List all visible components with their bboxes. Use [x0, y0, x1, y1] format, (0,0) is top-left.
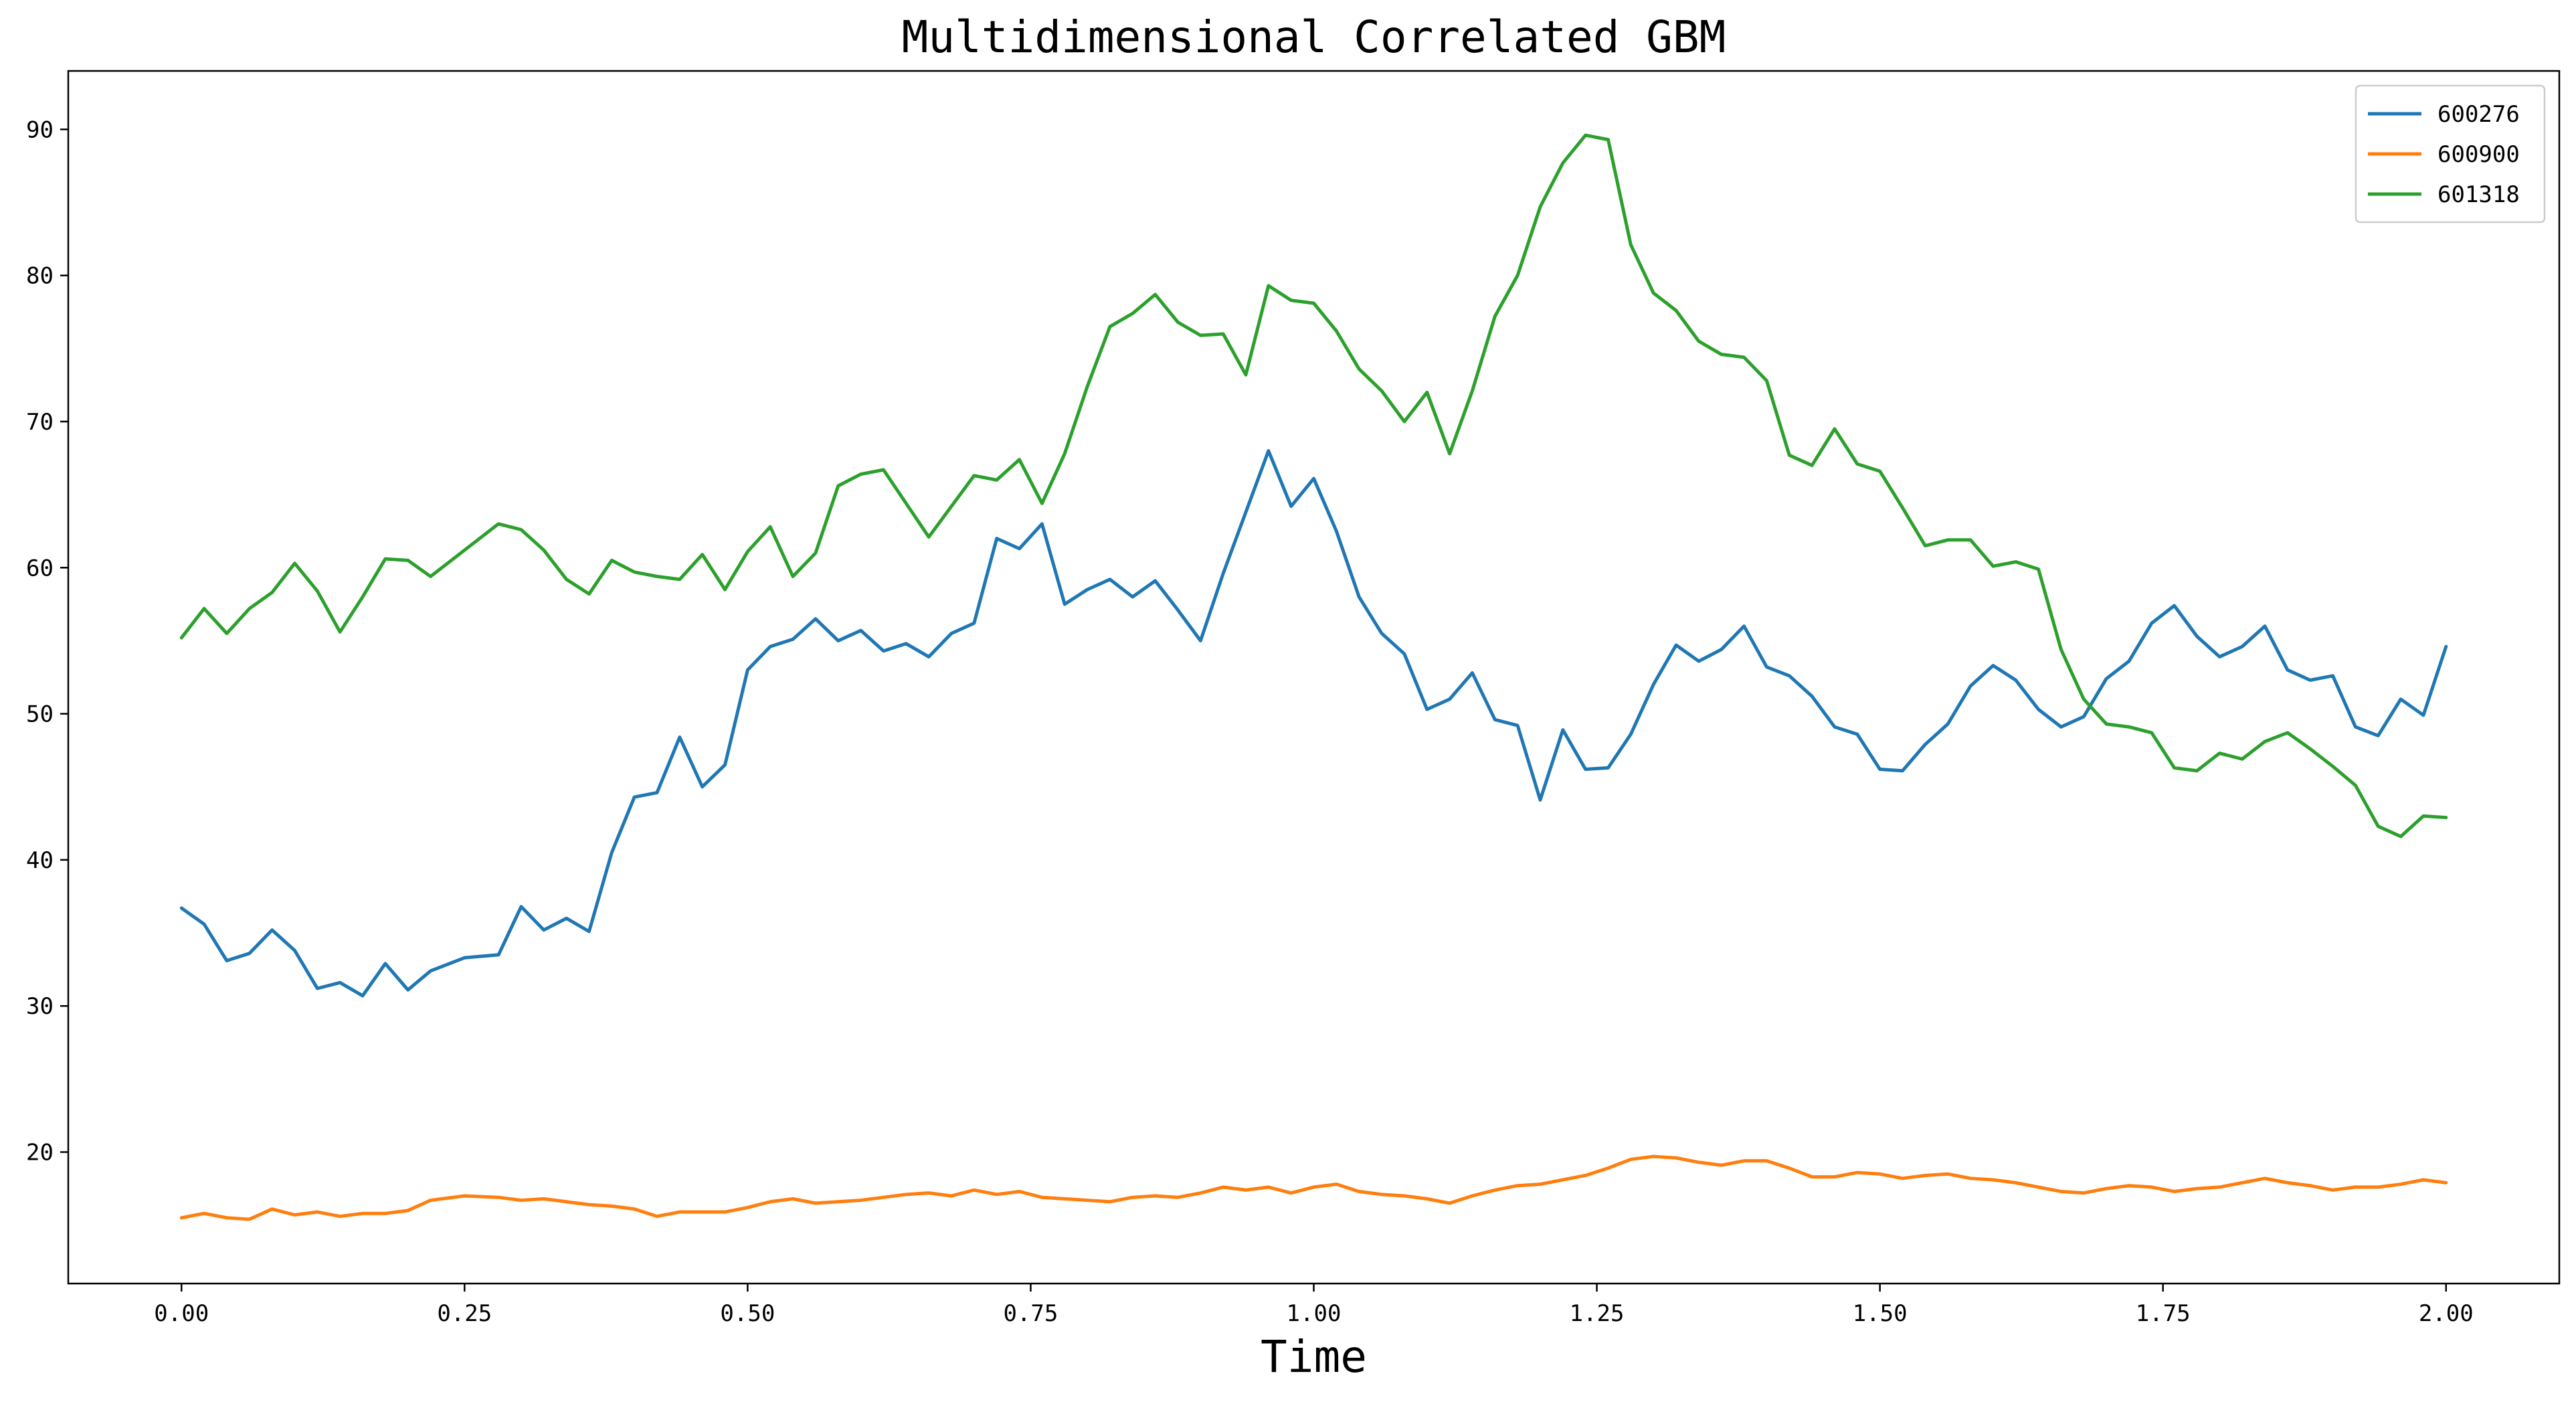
x-tick-label: 0.50 [720, 1300, 775, 1327]
x-axis: 0.00 0.25 0.50 0.75 1.00 1.25 1.50 1.75 2.00 [154, 1284, 2474, 1327]
x-tick-label: 0.25 [437, 1300, 492, 1327]
y-axis: 20 30 40 50 60 70 80 90 [26, 116, 68, 1166]
x-tick-label: 1.75 [2136, 1300, 2191, 1327]
x-tick-label: 2.00 [2419, 1300, 2474, 1327]
plot-area [179, 133, 2448, 1221]
chart-title: Multidimensional Correlated GBM [902, 11, 1726, 63]
y-tick-label: 90 [26, 116, 54, 143]
x-tick-label: 0.75 [1003, 1300, 1058, 1327]
y-tick-label: 40 [26, 847, 54, 874]
y-tick-label: 20 [26, 1140, 54, 1166]
legend-label-600900: 600900 [2437, 141, 2520, 168]
x-axis-label: Time [1261, 1331, 1367, 1383]
y-tick-label: 80 [26, 263, 54, 290]
legend: 600276 600900 601318 [2355, 84, 2546, 224]
legend-label-600276: 600276 [2437, 101, 2520, 128]
series-line-600276 [179, 449, 2448, 998]
y-tick-label: 30 [26, 993, 54, 1020]
x-tick-label: 1.25 [1570, 1300, 1625, 1327]
y-tick-label: 60 [26, 555, 54, 582]
x-tick-label: 1.50 [1853, 1300, 1908, 1327]
y-tick-label: 70 [26, 409, 54, 436]
y-tick-label: 50 [26, 701, 54, 728]
series-line-601318 [179, 133, 2448, 839]
x-tick-label: 0.00 [154, 1300, 209, 1327]
series-line-600900 [179, 1154, 2448, 1221]
legend-box [2355, 84, 2546, 224]
x-tick-label: 1.00 [1287, 1300, 1342, 1327]
legend-label-601318: 601318 [2437, 181, 2520, 208]
